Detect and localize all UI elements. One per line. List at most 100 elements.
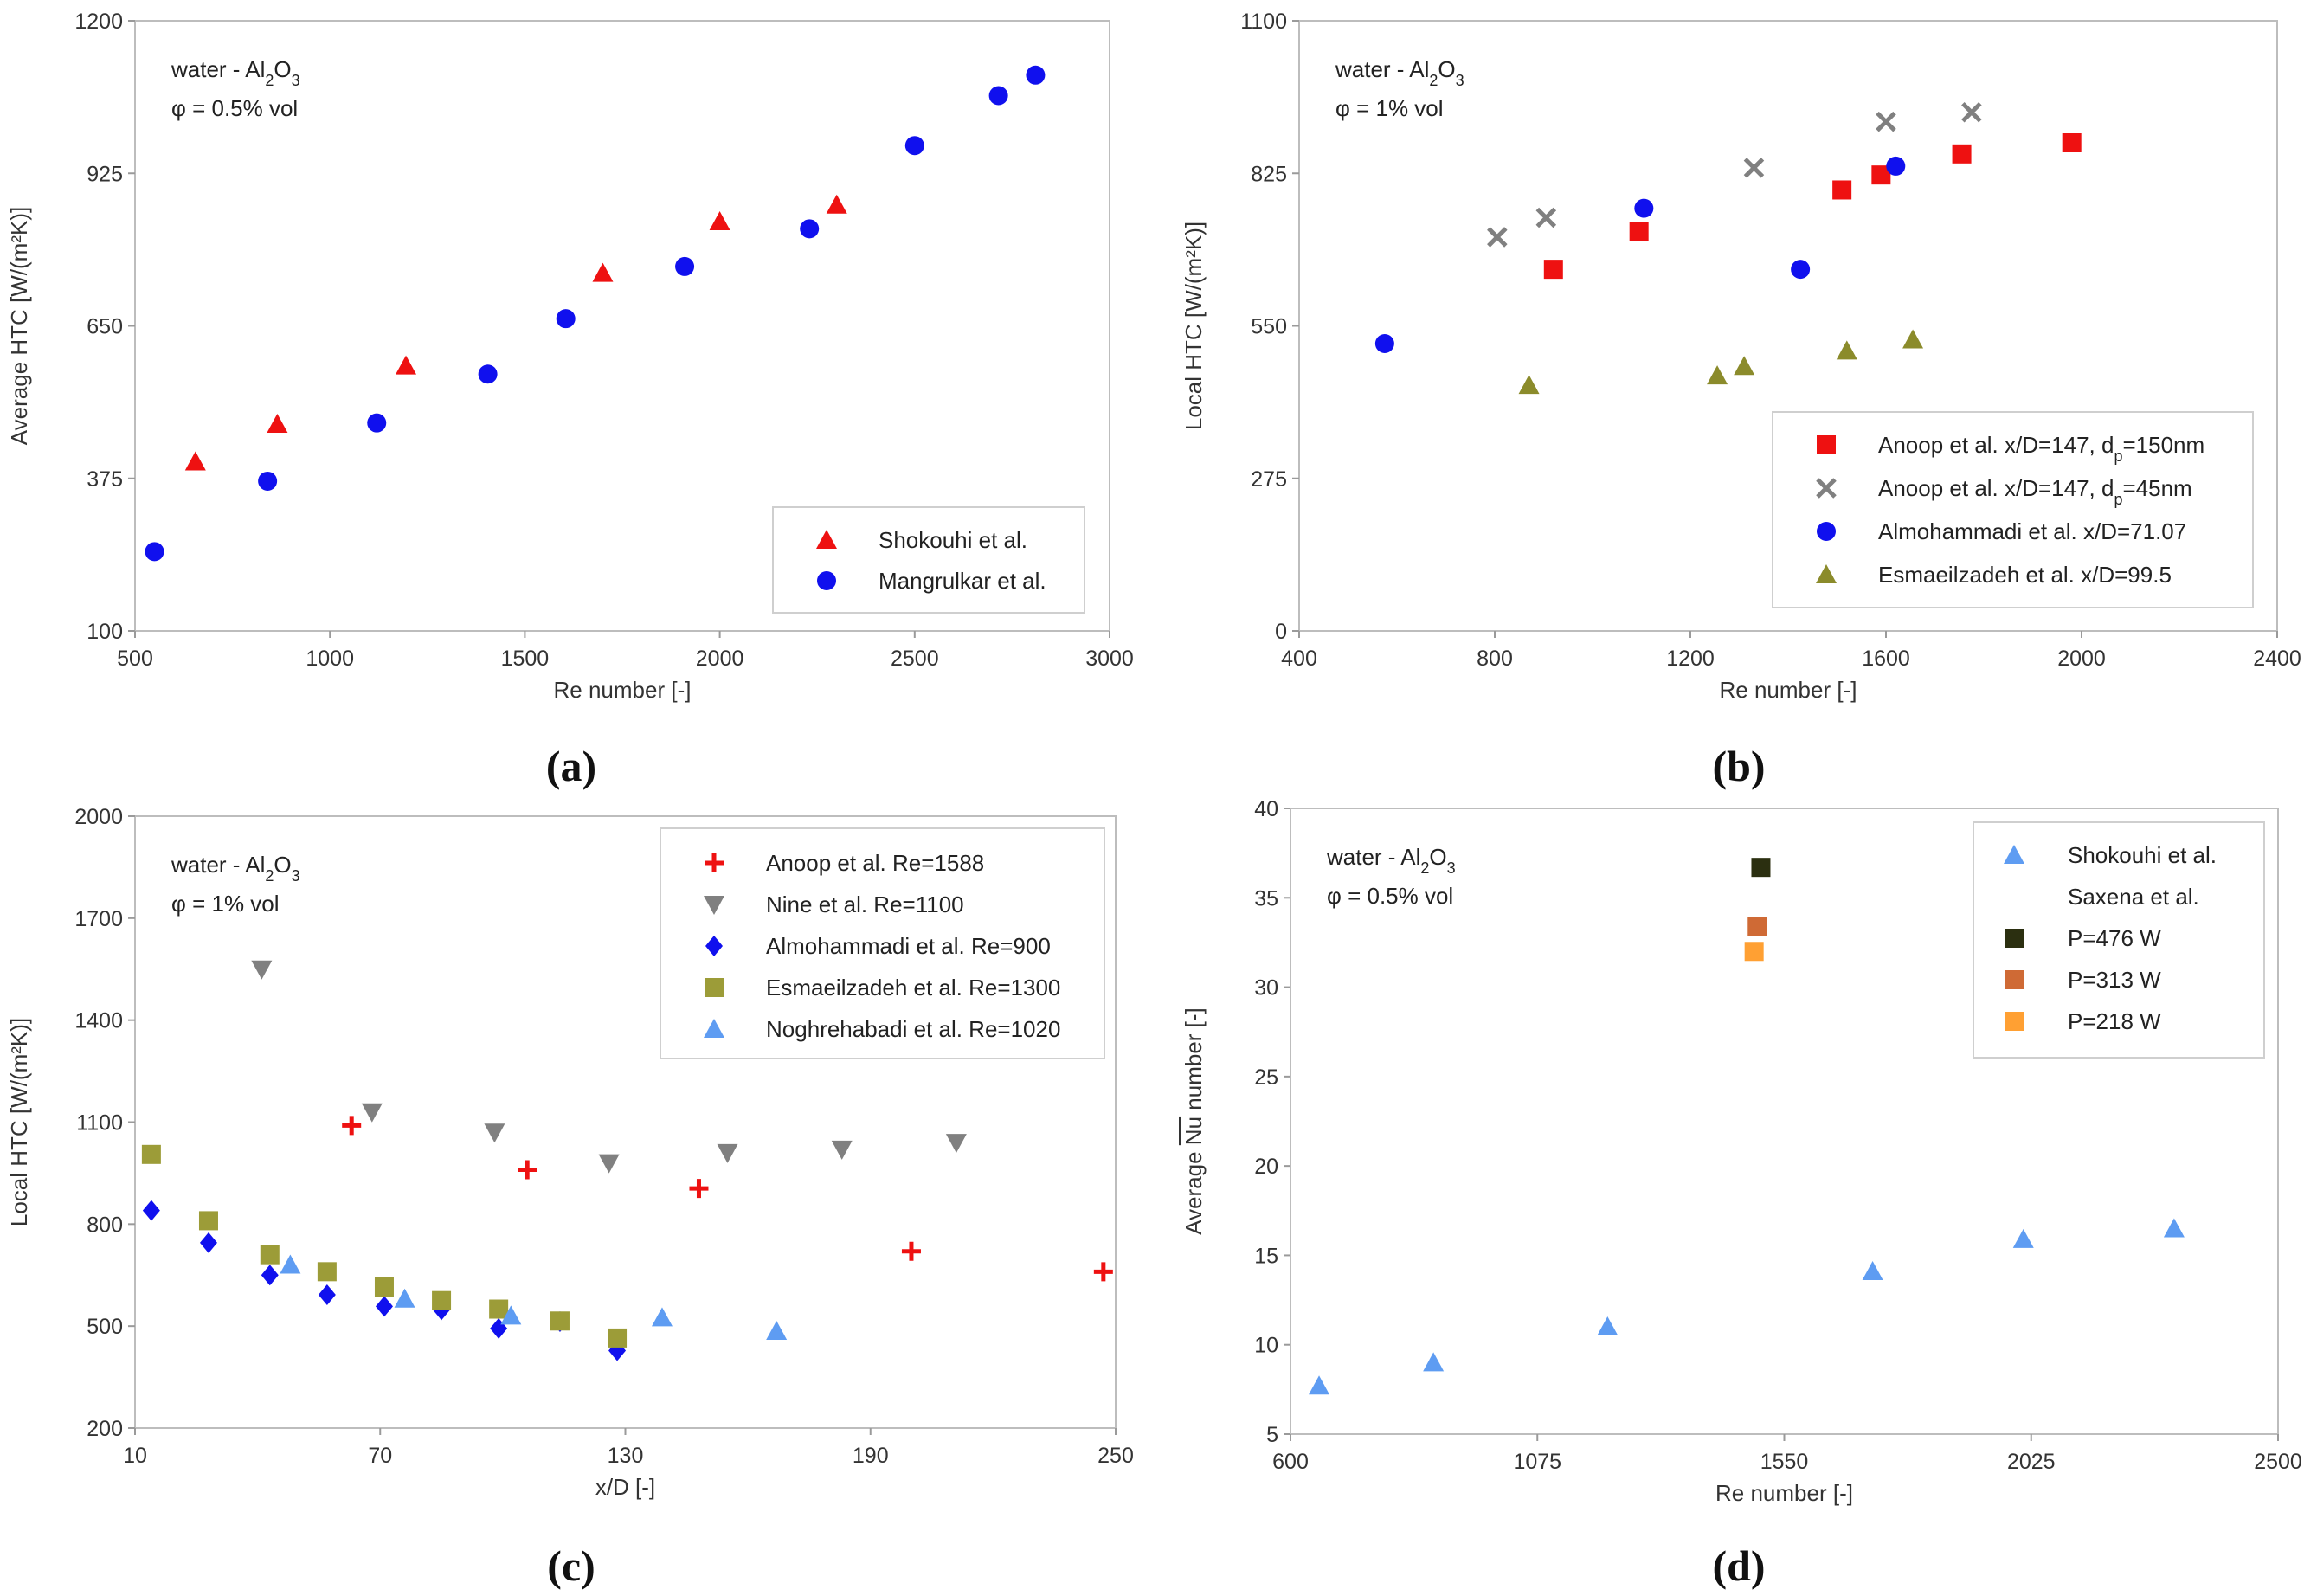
panel-a-ytick-label: 100 (87, 620, 123, 644)
panel-c-point-anoop-et-al-re-1588 (1093, 1262, 1113, 1282)
panel-c-point-nine-et-al-re-1100 (831, 1140, 853, 1160)
panel-b-y-axis-label: Local HTC [W/(m²K)] (1181, 222, 1207, 430)
panel-a-ytick-label: 650 (87, 315, 123, 339)
panel-d-legend: Shokouhi et al. Saxena et al. P=476 W P=313… (1973, 821, 2265, 1059)
panel-c-point-esmaeilzadeh-et-al-re-1300 (489, 1299, 509, 1319)
panel-b-ytick-label: 275 (1251, 467, 1287, 492)
panel-c-point-almohammadi-et-al-re-900 (375, 1296, 393, 1317)
panel-c-xtick-label: 130 (608, 1444, 644, 1468)
panel-b-point-almohammadi-et-al-x-d-71-07 (1374, 334, 1394, 354)
panel-b-series-almohammadi-et-al-x-d-71-07 (1374, 156, 1906, 354)
panel-a-point-shokouhi-et-al (826, 194, 847, 214)
panel-d-point-p-476-w (1751, 858, 1771, 878)
panel-b-legend-box (1772, 411, 2254, 608)
panel-d-legend-marker-p-218-w (2005, 1012, 2024, 1031)
panel-a-point-mangrulkar-et-al (988, 86, 1008, 106)
chart-panel-c: 200 500 800 1100 1400 1700 2000 10 70 130 190 250 x/… (6, 805, 1134, 1500)
panel-a-xtick-label: 3000 (1085, 647, 1134, 671)
panel-a-legend-marker-mangrulkar-et-al (817, 571, 836, 590)
panel-c-legend-label-anoop-et-al-re-1588: Anoop et al. Re=1588 (766, 850, 984, 876)
panel-b-legend-label-almohammadi-et-al-x-d-71-07: Almohammadi et al. x/D=71.07 (1878, 518, 2186, 544)
panel-d-legend-label-p-218-w: P=218 W (2068, 1008, 2161, 1034)
panel-b-point-anoop-et-al-x-d-147-d-150nm (1629, 222, 1649, 241)
panel-b-point-esmaeilzadeh-et-al-x-d-99-5 (1707, 365, 1728, 385)
panel-a-annotation-fluid: water - Al2O3 (171, 56, 300, 89)
panel-c-ytick-label: 1100 (76, 1111, 123, 1136)
panel-c-point-noghrehabadi-et-al-re-1020 (766, 1321, 788, 1341)
panel-a-point-shokouhi-et-al (709, 211, 730, 231)
panel-d-annotation-concentration: φ = 0.5% vol (1327, 883, 1453, 909)
panel-c-annotation-concentration: φ = 1% vol (171, 891, 280, 917)
panel-d-series-p-476-w (1751, 858, 1771, 878)
panel-b-ytick-label: 0 (1275, 620, 1287, 644)
panel-b-annotation-fluid: water - Al2O3 (1335, 56, 1464, 89)
panel-a-point-mangrulkar-et-al (258, 471, 278, 491)
panel-d-series-p-313-w (1747, 917, 1767, 936)
panel-b-point-almohammadi-et-al-x-d-71-07 (1886, 156, 1906, 176)
panel-d-ytick-label: 30 (1254, 976, 1278, 1001)
panel-d-ytick-label: 20 (1254, 1155, 1278, 1179)
panel-c-point-esmaeilzadeh-et-al-re-1300 (550, 1311, 570, 1331)
panel-c-legend-label-nine-et-al-re-1100: Nine et al. Re=1100 (766, 891, 964, 917)
panel-b-point-anoop-et-al-x-d-147-d-150nm (1832, 180, 1852, 200)
panel-a-y-axis-label: Average HTC [W/(m²K)] (6, 207, 32, 445)
panel-a-xtick-label: 2500 (891, 647, 939, 671)
panel-c-annotation-fluid: water - Al2O3 (171, 852, 300, 885)
panel-c-point-esmaeilzadeh-et-al-re-1300 (374, 1277, 394, 1297)
panel-c-legend-marker-noghrehabadi-et-al-re-1020 (704, 1019, 724, 1038)
panel-b-xtick-label: 1600 (1862, 647, 1910, 671)
panel-c-point-anoop-et-al-re-1588 (689, 1179, 709, 1199)
panel-c-point-nine-et-al-re-1100 (251, 960, 273, 980)
panel-d-legend-label-p-476-w: P=476 W (2068, 925, 2161, 951)
panel-a-legend-marker-shokouhi-et-al (816, 530, 837, 549)
panel-label-a: (a) (546, 742, 596, 790)
panel-c-xtick-label: 250 (1097, 1444, 1134, 1468)
panel-d-ytick-label: 35 (1254, 886, 1278, 911)
panel-a-point-mangrulkar-et-al (800, 219, 820, 239)
panel-c-point-esmaeilzadeh-et-al-re-1300 (432, 1290, 452, 1310)
panel-d-ytick-label: 40 (1254, 797, 1278, 821)
panel-d-xtick-label: 1550 (1760, 1450, 1809, 1474)
panel-a-point-mangrulkar-et-al (904, 136, 924, 156)
panel-b-xtick-label: 2000 (2057, 647, 2106, 671)
panel-a-ytick-label: 375 (87, 467, 123, 492)
panel-label-d: (d) (1712, 1541, 1765, 1590)
panel-d-point-p-218-w (1744, 942, 1764, 962)
panel-b-legend-label-anoop-et-al-x-d-147-d-150nm: Anoop et al. x/D=147, dp=150nm (1878, 432, 2204, 465)
panel-c-point-esmaeilzadeh-et-al-re-1300 (260, 1245, 280, 1265)
panel-b-point-almohammadi-et-al-x-d-71-07 (1634, 198, 1654, 218)
panel-b-legend-label-esmaeilzadeh-et-al-x-d-99-5: Esmaeilzadeh et al. x/D=99.5 (1878, 562, 2172, 588)
panel-d-ytick-label: 5 (1266, 1423, 1278, 1447)
panel-d-xtick-label: 1075 (1513, 1450, 1561, 1474)
panel-b-point-almohammadi-et-al-x-d-71-07 (1791, 260, 1811, 280)
panel-d-legend-marker-shokouhi-et-al (2004, 845, 2024, 864)
panel-d-ytick-label: 10 (1254, 1334, 1278, 1358)
panel-c-point-nine-et-al-re-1100 (361, 1103, 383, 1123)
panel-a-point-shokouhi-et-al (396, 355, 417, 375)
panel-a-xtick-label: 500 (117, 647, 153, 671)
panel-c-ytick-label: 200 (87, 1417, 123, 1441)
panel-c-point-anoop-et-al-re-1588 (518, 1160, 537, 1180)
panel-b-xtick-label: 400 (1281, 647, 1317, 671)
panel-label-c: (c) (547, 1541, 595, 1590)
panel-b-series-anoop-et-al-x-d-147-d-150nm (1543, 133, 2082, 280)
panel-c-point-noghrehabadi-et-al-re-1020 (280, 1254, 301, 1274)
panel-d-ytick-label: 25 (1254, 1065, 1278, 1090)
panel-b-xtick-label: 2400 (2253, 647, 2301, 671)
nu-overbar-symbol: Nu (1181, 1117, 1207, 1145)
panel-a-point-mangrulkar-et-al (478, 364, 498, 384)
panel-a-series-shokouhi-et-al (184, 194, 847, 471)
panel-c-series-anoop-et-al-re-1588 (342, 1116, 1113, 1282)
panel-c-series-noghrehabadi-et-al-re-1020 (280, 1254, 788, 1341)
panel-a-point-shokouhi-et-al (184, 451, 206, 471)
panel-c-point-nine-et-al-re-1100 (598, 1154, 620, 1174)
panel-b-series-esmaeilzadeh-et-al-x-d-99-5 (1518, 329, 1924, 395)
panel-b-legend-marker-esmaeilzadeh-et-al-x-d-99-5 (1816, 564, 1837, 583)
panel-d-annotation-fluid: water - Al2O3 (1326, 844, 1456, 877)
panel-d-legend-group-label: Saxena et al. (2068, 884, 2199, 910)
panel-a-point-mangrulkar-et-al (675, 256, 695, 276)
panel-c-ytick-label: 500 (87, 1315, 123, 1339)
panel-d-point-shokouhi-et-al (2163, 1218, 2185, 1238)
panel-b-series-anoop-et-al-x-d-147-d-45nm (1487, 101, 1982, 248)
